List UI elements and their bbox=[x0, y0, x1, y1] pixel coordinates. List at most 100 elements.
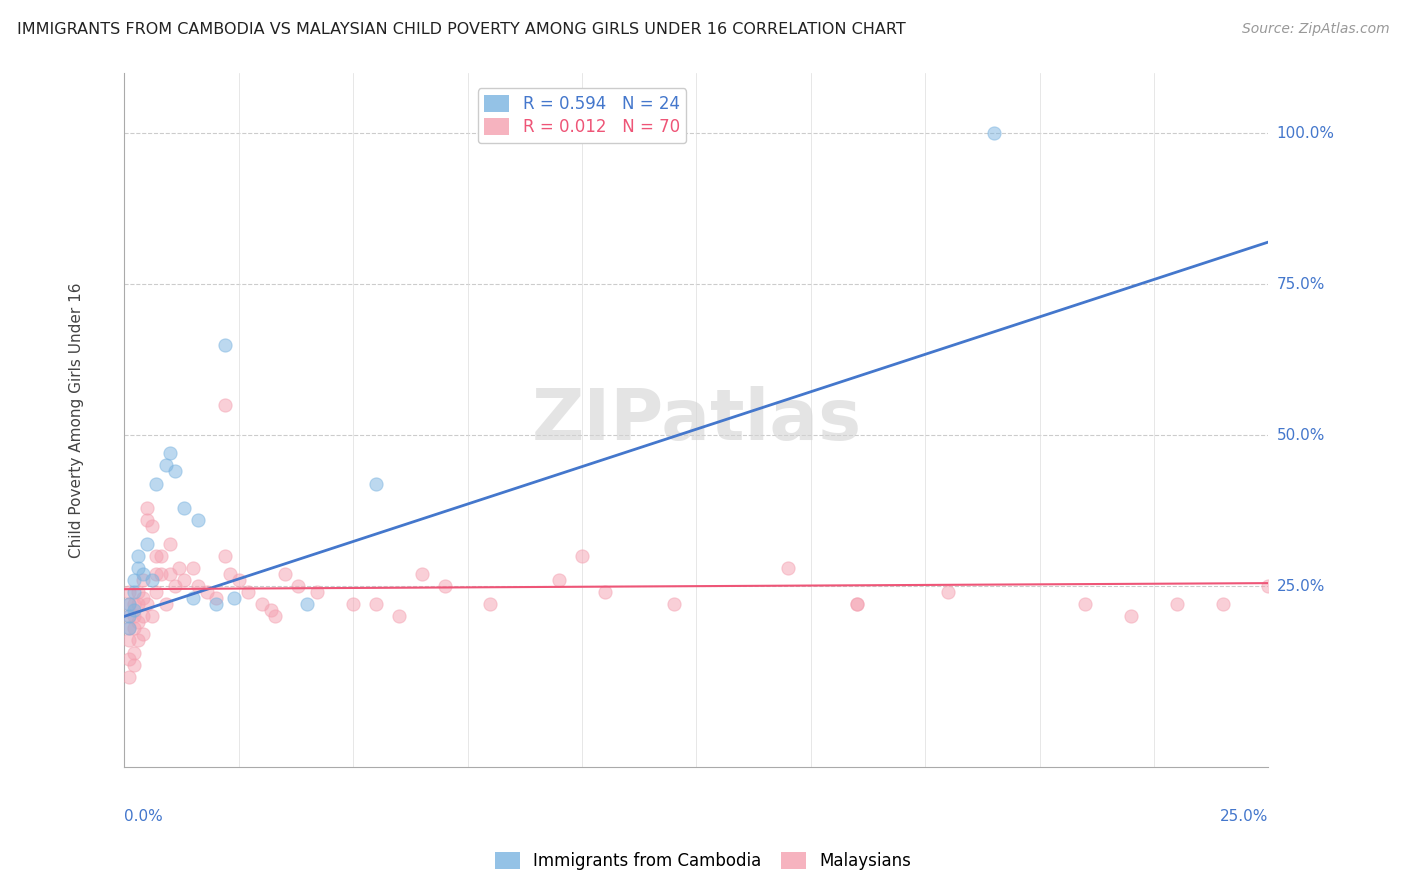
Point bbox=[195, 585, 218, 599]
Point bbox=[122, 585, 145, 599]
Point bbox=[136, 513, 159, 527]
Point bbox=[131, 627, 153, 641]
Point bbox=[205, 591, 228, 606]
Point bbox=[145, 567, 167, 582]
Point bbox=[118, 651, 141, 665]
Point bbox=[122, 597, 145, 611]
Point bbox=[122, 621, 145, 635]
Point bbox=[1166, 597, 1188, 611]
Point bbox=[150, 549, 173, 563]
Point bbox=[571, 549, 593, 563]
Text: 100.0%: 100.0% bbox=[1277, 126, 1334, 141]
Point bbox=[136, 597, 159, 611]
Point bbox=[548, 573, 571, 587]
Text: ZIPatlas: ZIPatlas bbox=[531, 385, 862, 455]
Point bbox=[127, 633, 149, 648]
Point bbox=[187, 579, 209, 593]
Point bbox=[364, 476, 387, 491]
Point bbox=[155, 597, 177, 611]
Point bbox=[122, 657, 145, 672]
Point bbox=[173, 573, 195, 587]
Point bbox=[936, 585, 959, 599]
Point bbox=[228, 573, 250, 587]
Point bbox=[136, 500, 159, 515]
Legend: R = 0.594   N = 24, R = 0.012   N = 70: R = 0.594 N = 24, R = 0.012 N = 70 bbox=[478, 88, 686, 143]
Point bbox=[127, 549, 149, 563]
Point bbox=[845, 597, 868, 611]
Point bbox=[159, 567, 181, 582]
Point bbox=[388, 609, 411, 624]
Text: Source: ZipAtlas.com: Source: ZipAtlas.com bbox=[1241, 22, 1389, 37]
Point bbox=[118, 633, 141, 648]
Point bbox=[131, 591, 153, 606]
Point bbox=[181, 591, 204, 606]
Point bbox=[305, 585, 328, 599]
Point bbox=[776, 561, 799, 575]
Point bbox=[141, 573, 163, 587]
Point bbox=[155, 458, 177, 473]
Point bbox=[131, 609, 153, 624]
Point bbox=[136, 537, 159, 551]
Point bbox=[118, 609, 141, 624]
Point bbox=[145, 476, 167, 491]
Point bbox=[264, 609, 287, 624]
Point bbox=[845, 597, 868, 611]
Point bbox=[122, 603, 145, 617]
Point bbox=[118, 597, 141, 611]
Text: 25.0%: 25.0% bbox=[1220, 809, 1268, 824]
Point bbox=[218, 567, 240, 582]
Point bbox=[122, 573, 145, 587]
Legend: Immigrants from Cambodia, Malaysians: Immigrants from Cambodia, Malaysians bbox=[488, 845, 918, 877]
Point bbox=[145, 585, 167, 599]
Point bbox=[127, 615, 149, 630]
Point bbox=[118, 670, 141, 684]
Point bbox=[983, 126, 1005, 140]
Point bbox=[169, 561, 191, 575]
Text: IMMIGRANTS FROM CAMBODIA VS MALAYSIAN CHILD POVERTY AMONG GIRLS UNDER 16 CORRELA: IMMIGRANTS FROM CAMBODIA VS MALAYSIAN CH… bbox=[17, 22, 905, 37]
Text: 25.0%: 25.0% bbox=[1277, 579, 1324, 594]
Point bbox=[224, 591, 246, 606]
Point bbox=[364, 597, 387, 611]
Point bbox=[1257, 579, 1279, 593]
Point bbox=[173, 500, 195, 515]
Point bbox=[118, 621, 141, 635]
Point bbox=[131, 573, 153, 587]
Text: 0.0%: 0.0% bbox=[124, 809, 163, 824]
Text: 75.0%: 75.0% bbox=[1277, 277, 1324, 292]
Point bbox=[1074, 597, 1097, 611]
Point bbox=[214, 337, 236, 351]
Point bbox=[122, 609, 145, 624]
Point bbox=[118, 609, 141, 624]
Point bbox=[214, 398, 236, 412]
Point bbox=[342, 597, 364, 611]
Point bbox=[141, 518, 163, 533]
Point bbox=[118, 621, 141, 635]
Text: Child Poverty Among Girls Under 16: Child Poverty Among Girls Under 16 bbox=[69, 283, 84, 558]
Point bbox=[141, 609, 163, 624]
Point bbox=[163, 465, 186, 479]
Point bbox=[159, 537, 181, 551]
Point bbox=[433, 579, 456, 593]
Point bbox=[122, 646, 145, 660]
Point bbox=[127, 561, 149, 575]
Point bbox=[287, 579, 309, 593]
Point bbox=[181, 561, 204, 575]
Point bbox=[593, 585, 616, 599]
Point bbox=[273, 567, 295, 582]
Point bbox=[163, 579, 186, 593]
Point bbox=[159, 446, 181, 460]
Point bbox=[1212, 597, 1234, 611]
Point bbox=[205, 597, 228, 611]
Point bbox=[1121, 609, 1143, 624]
Point bbox=[214, 549, 236, 563]
Point bbox=[187, 513, 209, 527]
Point bbox=[662, 597, 685, 611]
Point bbox=[411, 567, 433, 582]
Point bbox=[118, 597, 141, 611]
Point bbox=[118, 585, 141, 599]
Point bbox=[479, 597, 502, 611]
Point bbox=[297, 597, 319, 611]
Point bbox=[145, 549, 167, 563]
Point bbox=[236, 585, 259, 599]
Text: 50.0%: 50.0% bbox=[1277, 428, 1324, 442]
